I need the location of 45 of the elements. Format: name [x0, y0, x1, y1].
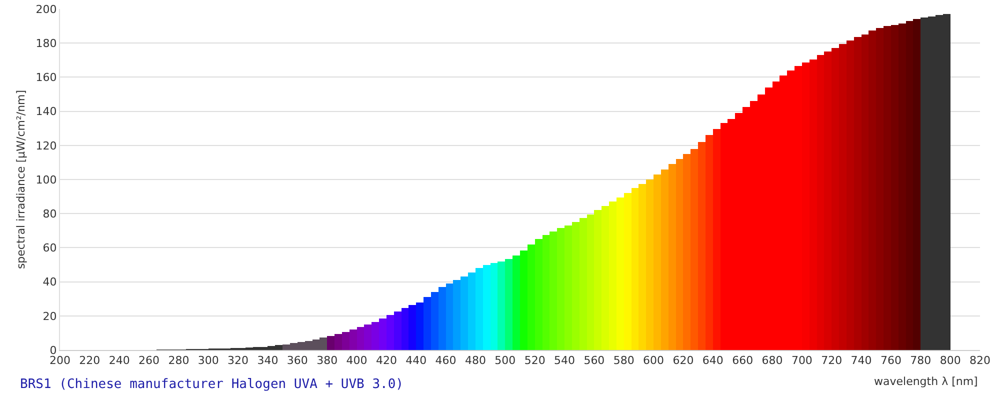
y-tick-label: 180	[36, 36, 57, 50]
x-tick-label: 440	[406, 354, 427, 368]
x-tick-label: 540	[554, 354, 576, 368]
y-tick-label: 120	[36, 139, 57, 152]
y-tick-label: 40	[42, 276, 57, 289]
x-tick-label: 780	[910, 354, 932, 368]
text: BRS1 (Chinese manufacturer Halogen UVA + UVB 3.0)	[20, 377, 404, 392]
y-tick-label: 100	[36, 173, 57, 186]
x-tick-label: 680	[762, 354, 783, 368]
y-tick-label: 140	[36, 105, 57, 118]
x-tick-label: 280	[168, 354, 190, 368]
x-tick-label: 560	[584, 354, 605, 368]
x-tick-label: 460	[435, 354, 456, 368]
y-tick-label: 0	[50, 344, 57, 357]
y-tick-label: 60	[42, 242, 57, 255]
x-tick-label: 700	[791, 354, 812, 368]
x-tick-label: 500	[494, 354, 516, 368]
y-tick-label: 200	[36, 2, 57, 16]
x-tick-label: 320	[228, 354, 249, 368]
x-tick-label: 660	[732, 354, 754, 368]
x-tick-label: 760	[880, 354, 902, 368]
x-tick-label: 240	[108, 354, 130, 368]
x-tick-label: 720	[821, 354, 842, 368]
x-tick-label: 300	[198, 354, 219, 368]
x-tick-label: 220	[79, 354, 100, 368]
x-tick-label: 600	[643, 354, 664, 368]
y-axis-title: spectral irradiance [µW/cm²/nm]	[14, 90, 28, 270]
y-tick-label: 80	[42, 207, 57, 220]
x-tick-label: 640	[702, 354, 724, 368]
x-tick-label: 620	[672, 354, 694, 368]
y-tick-label: 20	[42, 310, 57, 323]
x-tick-label: 260	[138, 354, 160, 368]
x-tick-label: 820	[970, 354, 990, 368]
x-tick-label: 340	[257, 354, 278, 368]
x-tick-label: 420	[376, 354, 397, 368]
x-tick-label: 400	[346, 354, 368, 368]
y-tick-label: 160	[36, 71, 57, 84]
x-axis-title: wavelength λ [nm]	[874, 375, 978, 388]
x-tick-label: 740	[850, 354, 872, 368]
x-tick-label: 580	[613, 354, 634, 368]
x-tick-label: 380	[316, 354, 338, 368]
x-tick-label: 520	[524, 354, 546, 368]
x-tick-label: 360	[286, 354, 308, 368]
x-tick-label: 800	[940, 354, 961, 368]
x-tick-label: 480	[464, 354, 486, 368]
